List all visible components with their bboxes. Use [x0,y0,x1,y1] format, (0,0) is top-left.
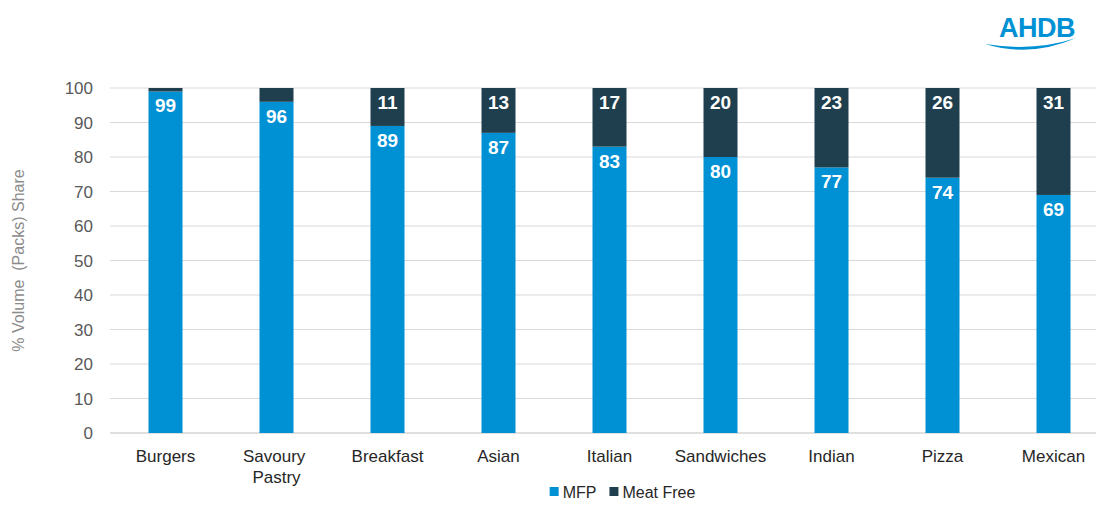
bar-segment [704,88,738,157]
bar-segment [260,102,294,433]
logo-text: AHDB [999,13,1075,43]
bar-segment [593,147,627,433]
x-tick-label: Sandwiches [675,447,767,466]
x-tick-label: Mexican [1022,447,1085,466]
x-tick-label: Breakfast [352,447,424,466]
bar-segment [149,91,183,433]
bar-segment [260,88,294,102]
legend: MFP Meat Free [550,484,696,501]
logo-swoosh [985,38,1076,50]
y-tick-label: 0 [84,424,93,443]
y-tick-label: 30 [74,321,93,340]
bar-segment [149,88,183,91]
y-tick-label: 10 [74,390,93,409]
bar-segment [926,88,960,178]
x-tick-label: Pizza [922,447,964,466]
legend-label: MFP [563,484,597,501]
y-axis-label: % Volume (Packs) Share [10,169,27,351]
data-label: 83 [599,151,620,172]
bar-segment [1037,195,1071,433]
data-label: 13 [488,92,509,113]
y-tick-label: 20 [74,355,93,374]
x-tick-label: Indian [808,447,854,466]
x-tick-label: Savoury Pastry [243,447,310,487]
data-label: 11 [377,92,398,113]
y-tick-label: 90 [74,114,93,133]
bar-segment [926,178,960,433]
bar-segment [815,88,849,167]
bars [149,88,1071,433]
y-tick-label: 70 [74,183,93,202]
data-label: 74 [932,182,954,203]
data-label: 69 [1043,199,1064,220]
data-label: 80 [710,161,731,182]
data-label: 99 [155,95,176,116]
bar-segment [371,126,405,433]
y-tick-label: 60 [74,217,93,236]
bar-segment [371,88,405,126]
bar-segment [482,133,516,433]
data-label: 77 [821,171,842,192]
data-label: 96 [266,106,287,127]
bar-segment [815,167,849,433]
x-tick-label: Burgers [136,447,196,466]
bar-segment [1037,88,1071,195]
legend-label: Meat Free [622,484,695,501]
bar-segment [704,157,738,433]
bar-segment [593,88,627,147]
chart: 0 10 20 30 40 50 60 70 80 90 100 % Volume (Packs) S… [0,0,1105,517]
data-label: 87 [488,137,509,158]
x-tick-label: Italian [587,447,632,466]
data-label: 23 [821,92,842,113]
x-tick-label: Asian [477,447,520,466]
data-label: 20 [710,92,731,113]
y-tick-label: 40 [74,286,93,305]
bar-segment [482,88,516,133]
data-label: 26 [932,92,953,113]
data-label: 17 [599,92,620,113]
y-tick-label: 80 [74,148,93,167]
legend-swatch [609,487,618,496]
legend-swatch [550,487,559,496]
y-tick-label: 100 [65,79,93,98]
data-label: 89 [377,130,398,151]
y-tick-label: 50 [74,252,93,271]
data-label: 31 [1043,92,1065,113]
